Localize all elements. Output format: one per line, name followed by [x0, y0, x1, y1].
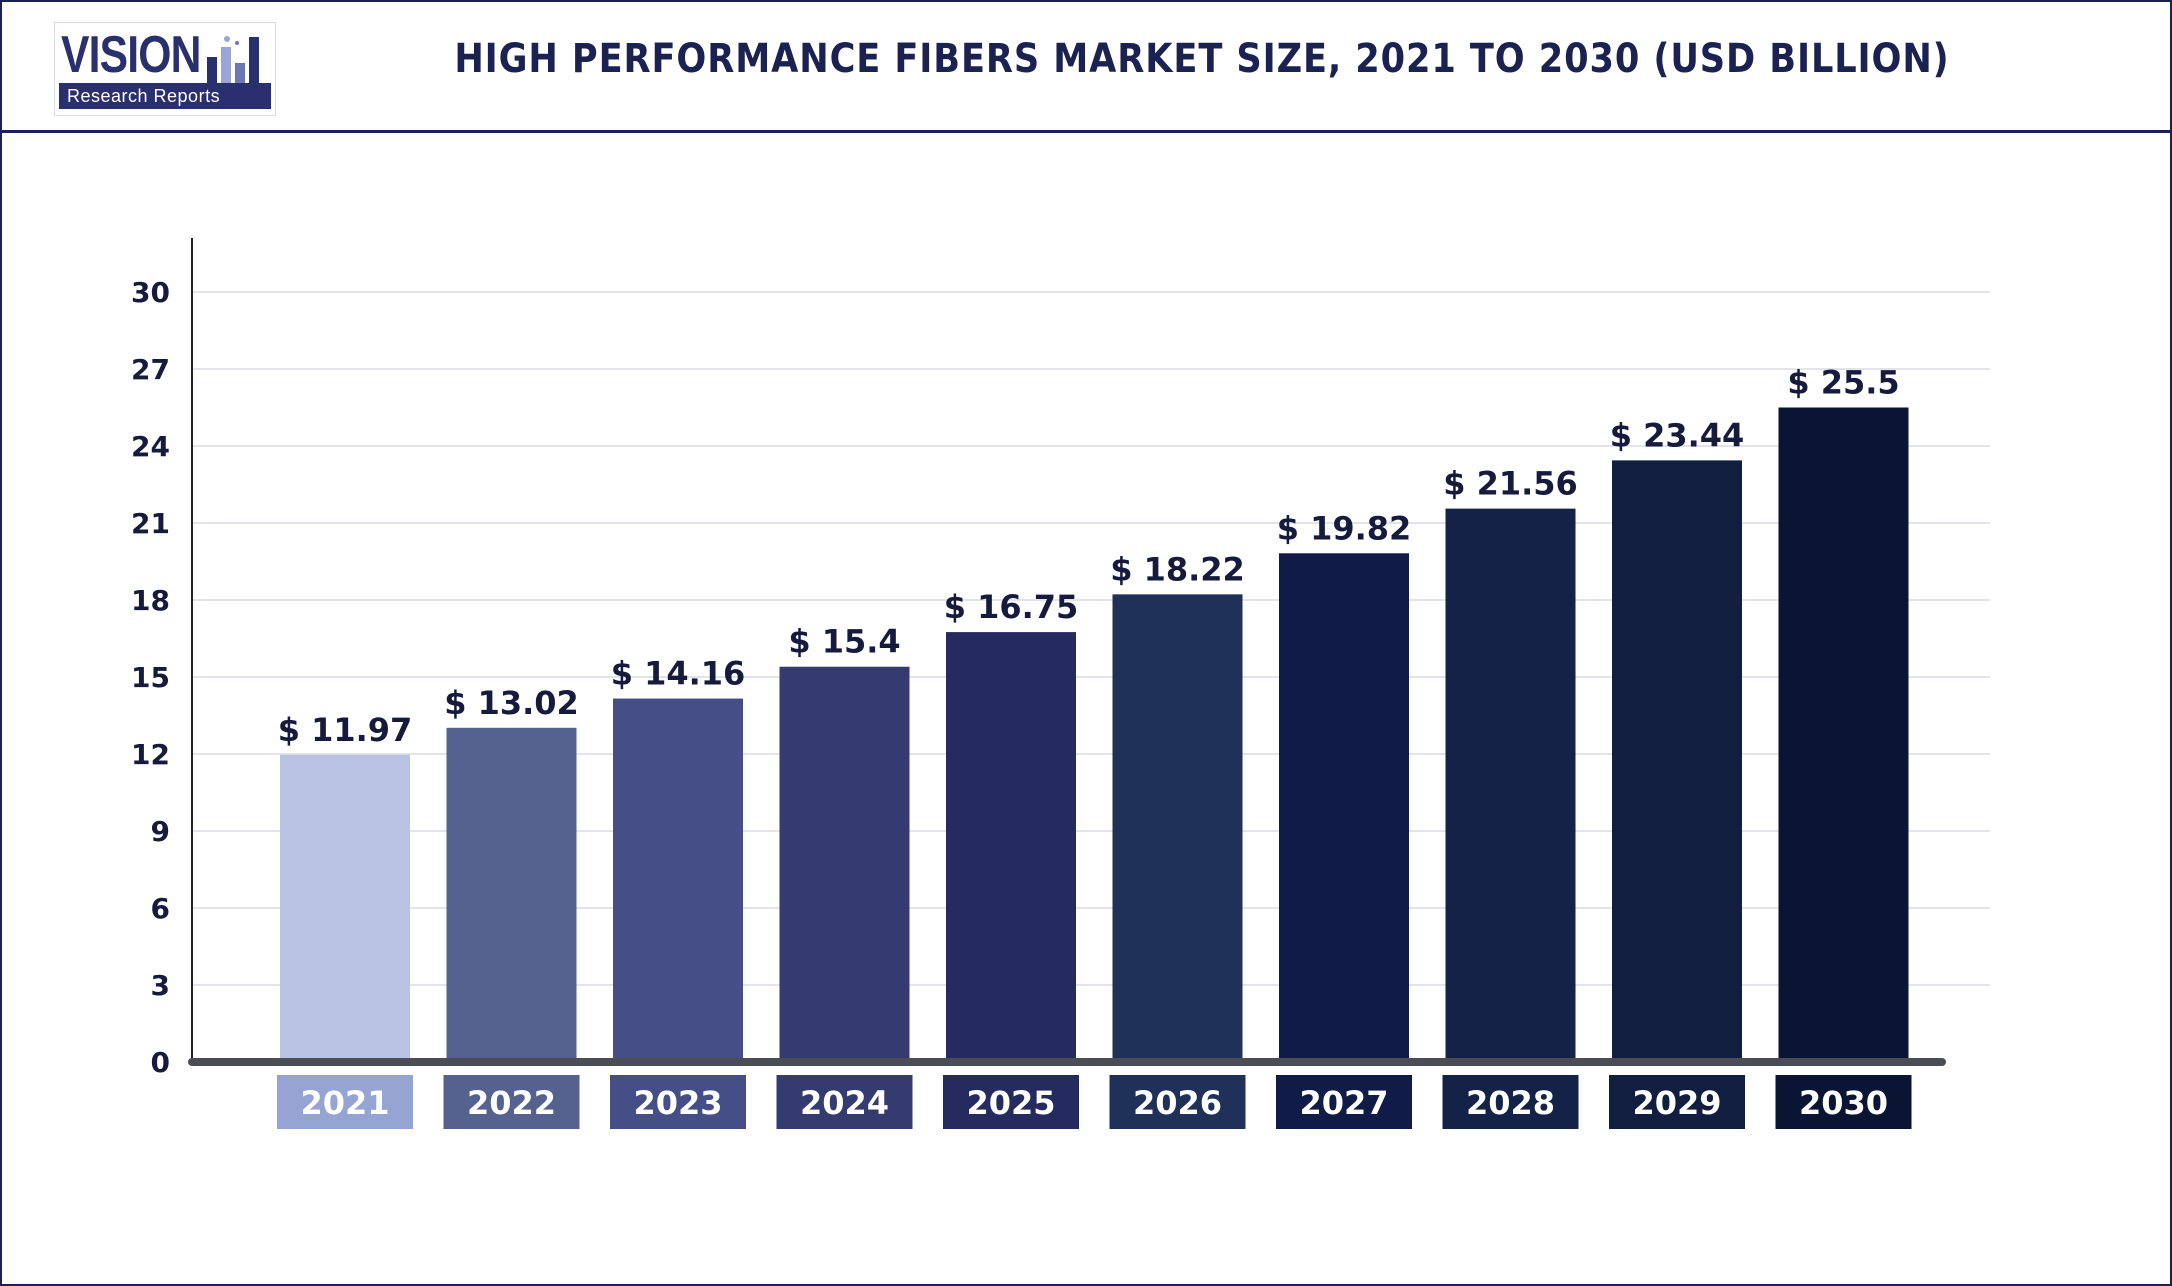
data-label: $ 11.97	[278, 711, 413, 749]
y-tick-label: 18	[131, 584, 170, 617]
x-tick-label: 2024	[800, 1084, 889, 1122]
x-tick-label: 2025	[966, 1084, 1055, 1122]
y-tick-label: 3	[151, 969, 170, 1002]
category-box	[610, 1075, 746, 1129]
y-tick-label: 15	[131, 661, 170, 694]
y-tick-label: 0	[151, 1046, 170, 1079]
y-tick-label: 12	[131, 738, 170, 771]
chart-title: HIGH PERFORMANCE FIBERS MARKET SIZE, 202…	[454, 36, 1950, 82]
bar	[779, 666, 910, 1062]
bar	[1112, 594, 1243, 1062]
labels: 0 3 6 9 12 15 18 21 24 27 30 $ 11.97 2021 $ 13.02 2022…	[131, 276, 1912, 1129]
x-tick-label: 2030	[1799, 1084, 1888, 1122]
category-box	[943, 1075, 1079, 1129]
axes	[188, 238, 1946, 1066]
y-tick-label: 24	[131, 430, 170, 463]
bars	[280, 407, 1909, 1063]
bar	[613, 698, 743, 1062]
x-tick-label: 2027	[1299, 1084, 1388, 1122]
bar	[446, 727, 577, 1062]
bar	[1612, 460, 1742, 1063]
x-tick-label: 2023	[633, 1084, 722, 1122]
data-label: $ 13.02	[444, 684, 579, 722]
category-box	[1276, 1075, 1412, 1129]
bar	[946, 632, 1076, 1062]
data-label: $ 21.56	[1443, 465, 1578, 503]
logo-wordmark: VISION	[61, 26, 201, 84]
x-tick-label: 2022	[467, 1084, 556, 1122]
y-tick-label: 30	[131, 276, 170, 309]
y-tick-label: 6	[151, 892, 170, 925]
category-box	[1609, 1075, 1745, 1129]
vision-research-logo: VISION Research Reports	[54, 22, 276, 116]
data-label: $ 25.5	[1787, 364, 1899, 402]
bar	[280, 754, 410, 1062]
header: VISION Research Reports HIGH PERFORMANCE…	[2, 2, 2170, 133]
data-label: $ 18.22	[1110, 550, 1245, 588]
y-tick-label: 21	[131, 507, 170, 540]
bar	[1445, 508, 1576, 1062]
bar	[1778, 407, 1909, 1062]
logo-bars-icon	[207, 36, 259, 87]
category-box	[1775, 1075, 1912, 1129]
data-label: $ 16.75	[944, 588, 1079, 626]
x-tick-label: 2028	[1466, 1084, 1555, 1122]
x-tick-label: 2029	[1632, 1084, 1721, 1122]
data-label: $ 15.4	[788, 623, 900, 661]
category-box	[1109, 1075, 1246, 1129]
y-tick-label: 9	[151, 815, 170, 848]
logo-subtitle: Research Reports	[59, 83, 271, 109]
category-box	[1442, 1075, 1579, 1129]
x-tick-label: 2026	[1133, 1084, 1222, 1122]
category-box	[776, 1075, 913, 1129]
x-tick-label: 2021	[300, 1084, 389, 1122]
category-box	[277, 1075, 413, 1129]
data-label: $ 23.44	[1610, 416, 1745, 454]
y-tick-label: 27	[131, 353, 170, 386]
category-box	[443, 1075, 580, 1129]
bar	[1279, 553, 1409, 1062]
data-label: $ 14.16	[611, 655, 746, 693]
data-label: $ 19.82	[1277, 509, 1412, 547]
